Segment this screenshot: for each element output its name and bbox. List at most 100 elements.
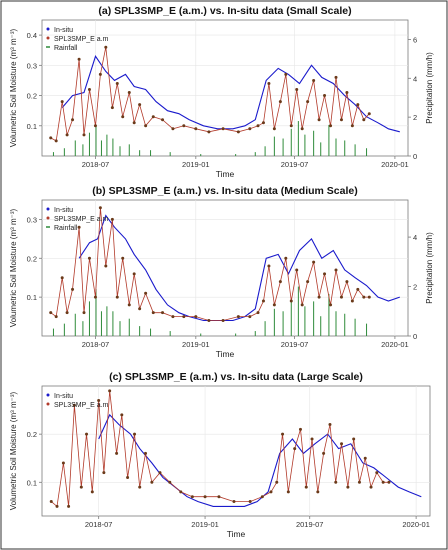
smap-point xyxy=(256,311,260,315)
smap-point xyxy=(260,495,264,499)
x-axis-label: Time xyxy=(216,169,235,179)
smap-point xyxy=(316,490,320,494)
y-tick-label: 0.1 xyxy=(27,293,37,302)
insitu-line xyxy=(61,55,400,133)
smap-point xyxy=(207,318,211,322)
y2-axis-label: Precipitation (mm/h) xyxy=(425,52,434,124)
legend-swatch-smap xyxy=(46,402,50,406)
smap-point xyxy=(60,100,64,104)
legend-swatch-smap xyxy=(46,36,50,40)
y-tick-label: 0.4 xyxy=(27,31,37,40)
smap-point xyxy=(127,303,131,307)
smap-point xyxy=(350,299,354,303)
smap-point xyxy=(300,303,304,307)
legend-swatch-insitu xyxy=(46,393,50,397)
smap-point xyxy=(289,124,293,128)
smap-point xyxy=(98,206,102,210)
y-tick-label: 0.2 xyxy=(27,430,37,439)
smap-point xyxy=(248,315,252,319)
smap-point xyxy=(121,115,125,119)
y-tick-label: 0.1 xyxy=(27,122,37,131)
smap-point xyxy=(312,78,316,82)
smap-point xyxy=(339,295,343,299)
x-tick-label: 2020-01 xyxy=(402,520,430,529)
smap-point xyxy=(352,437,356,441)
smap-point xyxy=(65,311,69,315)
smap-point xyxy=(261,299,265,303)
smap-point xyxy=(133,432,137,436)
smap-point xyxy=(300,127,304,131)
smap-point xyxy=(150,480,154,484)
smap-point xyxy=(194,315,198,319)
y-tick-label: 0.2 xyxy=(27,254,37,263)
y-tick-label: 0.3 xyxy=(27,215,37,224)
smap-point xyxy=(306,280,310,284)
smap-point xyxy=(71,287,75,291)
smap-point xyxy=(49,136,53,140)
smap-point xyxy=(323,94,327,98)
smap-point xyxy=(362,118,366,122)
smap-point xyxy=(310,437,314,441)
chart-title: (a) SPL3SMP_E (a.m.) vs. In-situ data (S… xyxy=(98,5,351,17)
smap-point xyxy=(346,485,350,489)
smap-point xyxy=(328,423,332,427)
smap-point xyxy=(60,276,64,280)
smap-point xyxy=(126,475,130,479)
chart-title: (c) SPL3SMP_E (a.m.) vs. In-situ data (L… xyxy=(109,371,363,383)
smap-point xyxy=(138,103,142,107)
legend-label: SPL3SMP_E a.m xyxy=(54,216,109,223)
smap-point xyxy=(110,217,114,221)
legend-label: Rainfall xyxy=(54,45,78,52)
smap-point xyxy=(132,272,136,276)
smap-point xyxy=(267,81,271,85)
y-axis-label: Volumetric Soil Moisture (m³ m⁻³) xyxy=(9,391,18,510)
smap-point xyxy=(179,490,183,494)
smap-point xyxy=(329,124,333,128)
legend-swatch-insitu xyxy=(46,27,50,31)
x-tick-label: 2020-01 xyxy=(381,160,409,169)
smap-point xyxy=(158,471,162,475)
smap-point xyxy=(190,495,194,499)
smap-point xyxy=(90,490,94,494)
legend-label: In-situ xyxy=(54,207,73,214)
y2-axis-label: Precipitation (mm/h) xyxy=(425,232,434,304)
legend-label: Rainfall xyxy=(54,225,78,232)
smap-point xyxy=(289,299,293,303)
smap-point xyxy=(278,280,282,284)
smap-point xyxy=(87,88,91,92)
smap-point xyxy=(104,264,108,268)
smap-point xyxy=(161,311,165,315)
y-tick-label: 0.3 xyxy=(27,61,37,70)
smap-point xyxy=(232,500,236,504)
smap-point xyxy=(110,106,114,110)
x-axis-label: Time xyxy=(227,529,246,539)
smap-point xyxy=(387,480,391,484)
y-axis-label: Volumetric Soil Moisture (m³ m⁻³) xyxy=(9,28,18,147)
y2-tick-label: 4 xyxy=(413,233,417,242)
smap-point xyxy=(72,403,76,407)
smap-point xyxy=(120,413,124,417)
smap-point xyxy=(369,485,373,489)
smap-point xyxy=(97,398,101,402)
smap-point xyxy=(54,139,58,143)
smap-point xyxy=(115,451,119,455)
x-tick-label: 2019-07 xyxy=(281,160,309,169)
smap-point xyxy=(272,127,276,131)
smap-point xyxy=(339,118,343,122)
legend-swatch-smap xyxy=(46,216,50,220)
smap-point xyxy=(102,471,106,475)
smap-point xyxy=(278,100,282,104)
y2-tick-label: 2 xyxy=(413,113,417,122)
smap-point xyxy=(367,112,371,116)
smap-point xyxy=(98,72,102,76)
smap-point xyxy=(171,127,175,131)
smap-point xyxy=(115,295,119,299)
smap-point xyxy=(49,500,53,504)
smap-line xyxy=(50,47,370,142)
smap-point xyxy=(49,311,53,315)
legend-swatch-insitu xyxy=(46,207,50,211)
smap-point xyxy=(104,45,108,49)
smap-point xyxy=(217,495,221,499)
